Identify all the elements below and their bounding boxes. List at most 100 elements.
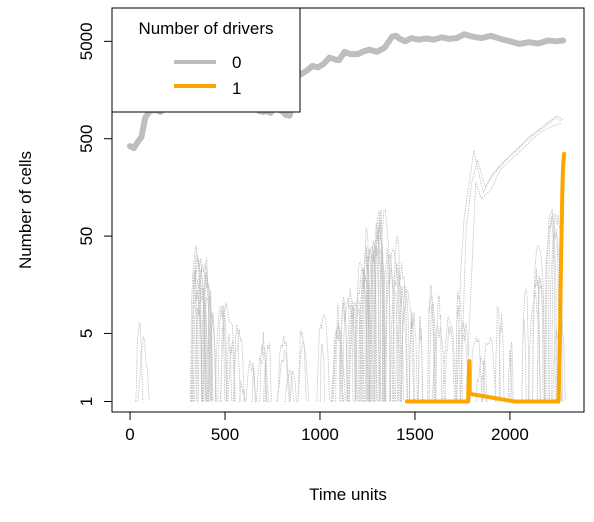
minor-trajectory-38 xyxy=(284,369,296,402)
minor-trajectory-82 xyxy=(393,235,402,402)
minor-trajectory-99 xyxy=(455,305,461,402)
minor-trajectory-50 xyxy=(348,305,356,402)
minor-trajectory-115 xyxy=(537,275,544,402)
y-tick-label-4: 5000 xyxy=(77,22,96,60)
minor-trajectory-10 xyxy=(192,270,198,402)
secondary-trajectory-0 xyxy=(456,117,562,402)
minor-trajectory-73 xyxy=(373,222,382,402)
minor-trajectory-16 xyxy=(207,290,213,402)
x-tick-label-4: 2000 xyxy=(491,425,529,444)
minor-trajectory-8 xyxy=(191,289,203,402)
minor-trajectory-83 xyxy=(395,262,409,402)
minor-trajectory-40 xyxy=(297,330,307,402)
minor-trajectory-14 xyxy=(201,273,213,402)
minor-trajectory-105 xyxy=(481,335,497,402)
minor-trajectory-77 xyxy=(381,248,395,402)
minor-trajectory-58 xyxy=(359,271,370,402)
minor-trajectory-72 xyxy=(374,210,384,402)
legend-title: Number of drivers xyxy=(138,19,273,38)
minor-trajectory-28 xyxy=(244,359,259,402)
minor-trajectory-100 xyxy=(456,321,470,402)
minor-trajectory-96 xyxy=(444,326,456,402)
minor-trajectory-36 xyxy=(276,350,291,402)
minor-trajectory-78 xyxy=(385,254,391,402)
minor-trajectory-75 xyxy=(379,208,391,402)
minor-trajectory-22 xyxy=(220,305,228,402)
minor-trajectory-86 xyxy=(401,285,411,402)
minor-trajectory-112 xyxy=(521,288,530,402)
x-axis: 0 500 1000 1500 2000 xyxy=(125,411,529,444)
minor-trajectory-13 xyxy=(202,257,210,402)
y-tick-label-0: 1 xyxy=(77,397,96,406)
y-tick-label-1: 5 xyxy=(77,329,96,338)
minor-trajectory-42 xyxy=(319,343,325,402)
minor-trajectory-49 xyxy=(335,303,341,402)
minor-trajectory-31 xyxy=(254,350,270,402)
legend: Number of drivers 0 1 xyxy=(111,7,301,113)
minor-trajectory-106 xyxy=(494,306,501,402)
x-axis-label: Time units xyxy=(309,485,387,504)
minor-trajectory-1 xyxy=(137,336,150,402)
minor-trajectory-45 xyxy=(332,330,345,402)
minor-trajectory-120 xyxy=(547,216,556,402)
secondary-trajectory-1 xyxy=(460,115,564,402)
minor-trajectory-109 xyxy=(509,341,514,402)
secondary-trajectory-2 xyxy=(467,122,562,356)
minor-trajectory-15 xyxy=(197,263,208,402)
minor-trajectory-0 xyxy=(135,322,144,402)
minor-trajectory-48 xyxy=(339,302,348,402)
y-tick-label-3: 500 xyxy=(77,125,96,153)
minor-trajectory-27 xyxy=(233,324,241,402)
minor-trajectory-60 xyxy=(360,254,370,402)
minor-trajectory-74 xyxy=(377,209,384,402)
minor-trajectory-21 xyxy=(219,302,236,402)
x-tick-label-3: 1500 xyxy=(396,425,434,444)
legend-label-0: 0 xyxy=(232,53,241,72)
y-tick-label-2: 50 xyxy=(77,227,96,246)
minor-trajectory-30 xyxy=(251,366,256,402)
minor-trajectory-101 xyxy=(459,330,469,402)
minor-trajectory-23 xyxy=(217,307,226,402)
x-tick-label-0: 0 xyxy=(125,425,134,444)
minor-trajectory-108 xyxy=(507,349,513,402)
minor-trajectory-118 xyxy=(544,208,560,402)
minor-trajectory-56 xyxy=(354,260,368,402)
minor-trajectory-121 xyxy=(545,214,558,402)
x-tick-label-2: 1000 xyxy=(301,425,339,444)
minor-trajectory-91 xyxy=(428,302,437,402)
minor-trajectory-33 xyxy=(259,331,267,402)
minor-trajectory-85 xyxy=(397,286,408,402)
minor-trajectory-19 xyxy=(208,312,217,402)
minor-trajectory-107 xyxy=(498,313,505,402)
minor-trajectory-110 xyxy=(521,318,527,402)
minor-trajectory-88 xyxy=(408,311,415,402)
minor-trajectory-41 xyxy=(316,315,330,402)
minor-trajectory-90 xyxy=(417,324,424,402)
minor-trajectory-76 xyxy=(385,248,401,402)
x-tick-label-1: 500 xyxy=(211,425,239,444)
series-line-1 xyxy=(405,151,567,404)
minor-trajectory-94 xyxy=(431,325,447,402)
minor-trajectory-63 xyxy=(363,227,370,402)
minor-trajectory-111 xyxy=(528,291,541,402)
minor-trajectory-116 xyxy=(532,268,541,402)
y-axis-label: Number of cells xyxy=(16,151,35,269)
legend-label-1: 1 xyxy=(232,79,241,98)
minor-trajectory-57 xyxy=(355,267,369,402)
minor-trajectory-69 xyxy=(369,245,380,402)
minor-trajectory-81 xyxy=(391,263,402,402)
minor-trajectory-7 xyxy=(191,265,203,402)
minor-trajectory-34 xyxy=(264,343,272,402)
minor-trajectory-18 xyxy=(203,295,214,402)
minor-trajectory-95 xyxy=(435,295,443,402)
y-axis: 1 5 50 500 5000 xyxy=(77,22,113,406)
minor-trajectory-37 xyxy=(288,370,299,402)
minor-trajectory-20 xyxy=(214,305,227,402)
minor-trajectory-25 xyxy=(226,334,233,402)
minor-trajectory-11 xyxy=(196,263,211,402)
minor-trajectory-35 xyxy=(276,335,291,402)
minor-trajectory-53 xyxy=(347,288,354,402)
minor-trajectory-103 xyxy=(469,336,484,402)
